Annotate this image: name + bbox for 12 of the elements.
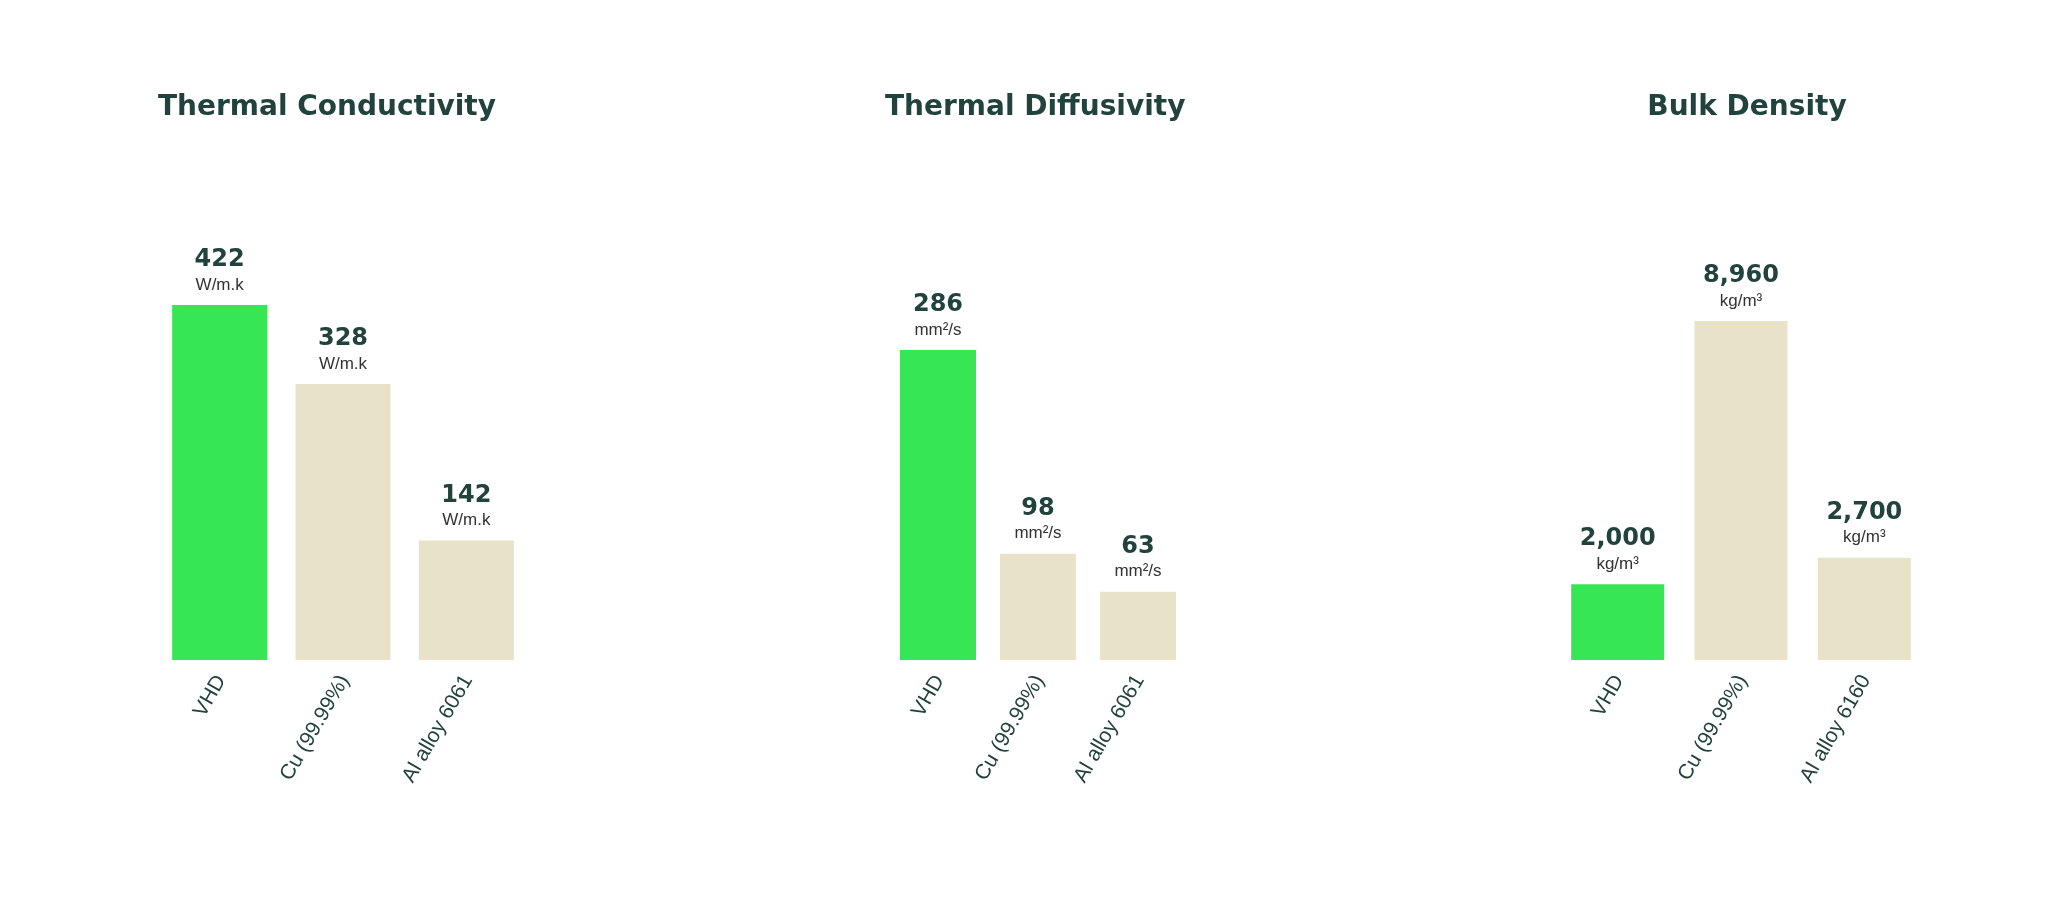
- data-label: 63 mm²/s: [1114, 530, 1162, 581]
- data-label: 8,960 kg/m³: [1703, 260, 1779, 310]
- chart-title: Bulk Density: [1647, 88, 1847, 122]
- data-label: 422 W/m.k: [194, 244, 245, 294]
- data-label: 2,000 kg/m³: [1579, 523, 1656, 573]
- chart-title: Thermal Conductivity: [158, 88, 497, 122]
- chart-title: Thermal Diffusivity: [885, 88, 1186, 122]
- data-label: 286 mm²/s: [912, 289, 964, 339]
- data-label: 2,700 kg/m³: [1826, 496, 1903, 547]
- data-label: 328 W/m.k: [317, 323, 369, 373]
- data-label: 98 mm²/s: [1014, 492, 1062, 543]
- data-label: 142 W/m.k: [441, 479, 492, 530]
